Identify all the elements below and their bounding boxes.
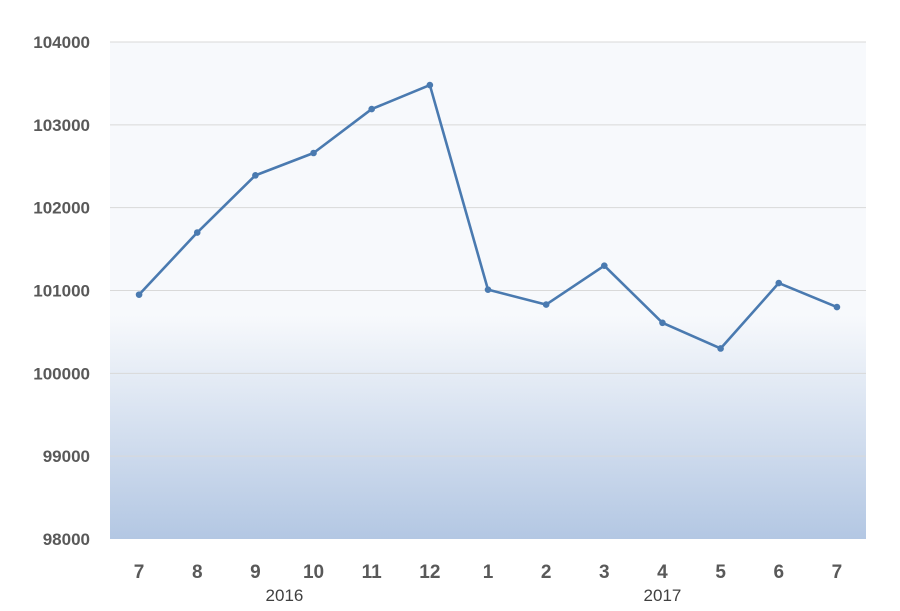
x-tick-label: 5: [715, 562, 726, 583]
x-tick-label: 2: [541, 562, 552, 583]
x-axis-year-labels: 2016 2017: [266, 586, 682, 605]
data-point: [252, 172, 259, 179]
x-tick-label: 7: [832, 562, 843, 583]
x-tick-label: 8: [192, 562, 203, 583]
x-tick-label: 1: [483, 562, 494, 583]
x-tick-label: 9: [250, 562, 261, 583]
x-tick-label: 7: [134, 562, 145, 583]
y-axis-tick-labels: 98000 99000 100000 101000 102000 103000 104000: [33, 33, 90, 549]
data-point: [368, 105, 375, 113]
data-point: [484, 286, 492, 293]
x-tick-label: 6: [773, 562, 784, 583]
data-point: [542, 301, 550, 308]
year-label: 2016: [266, 586, 304, 605]
y-tick-label: 99000: [43, 447, 90, 466]
x-tick-label: 4: [657, 562, 668, 583]
series: [135, 81, 841, 352]
x-tick-label: 12: [419, 562, 440, 583]
y-tick-label: 104000: [33, 33, 90, 52]
x-tick-label: 3: [599, 562, 610, 583]
data-point: [193, 229, 201, 236]
y-tick-label: 101000: [33, 282, 90, 301]
data-point: [659, 319, 666, 327]
data-point: [775, 279, 783, 287]
data-point: [135, 291, 143, 298]
x-tick-label: 10: [303, 562, 324, 583]
data-point: [310, 149, 317, 157]
data-point: [426, 81, 434, 89]
data-point: [717, 345, 724, 352]
y-tick-label: 102000: [33, 199, 90, 218]
y-tick-label: 98000: [43, 530, 90, 549]
y-tick-label: 100000: [33, 364, 90, 383]
x-tick-label: 11: [362, 562, 383, 583]
year-label: 2017: [644, 586, 682, 605]
data-point: [601, 262, 608, 269]
x-axis-tick-labels: 7 8 9 10 11 12 1 2 3 4 5 6 7: [134, 562, 842, 583]
data-point: [833, 303, 841, 311]
y-tick-label: 103000: [33, 116, 90, 135]
